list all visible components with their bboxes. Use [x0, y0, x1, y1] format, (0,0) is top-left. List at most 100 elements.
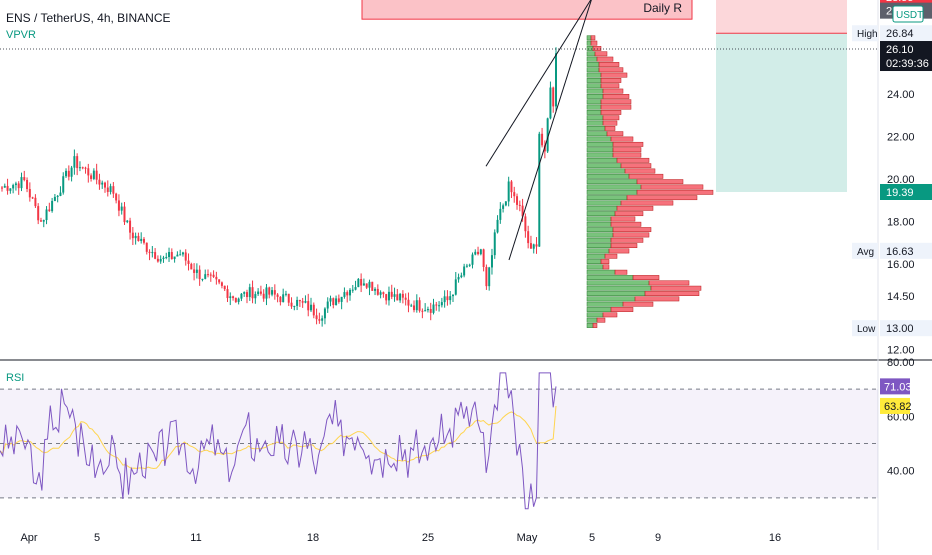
candle-body [396, 294, 399, 301]
candle-body [335, 298, 338, 305]
wedge-lower-line[interactable] [508, 0, 592, 261]
price-label-name-box [852, 242, 878, 259]
candle-body [424, 310, 427, 312]
rsi-tick-label: 80.00 [887, 357, 915, 369]
candle-body [39, 220, 42, 222]
vp-sell-bar [620, 200, 674, 206]
candle-body [477, 251, 480, 255]
candle-body [546, 118, 549, 152]
price-tick-label: 12.00 [887, 344, 915, 356]
candle-body [193, 269, 196, 273]
daily-resistance-zone[interactable] [361, 0, 693, 20]
target-zone[interactable] [716, 33, 847, 192]
price-label-value: 19.39 [886, 187, 914, 199]
candle-body [184, 252, 187, 261]
vp-buy-bar [586, 131, 608, 137]
candle-body [351, 289, 354, 291]
vp-sell-bar [600, 104, 632, 110]
vp-sell-bar [614, 211, 644, 217]
candle-body [432, 304, 435, 313]
candle-body [310, 304, 313, 311]
vp-sell-bar [620, 163, 652, 169]
candle-body [368, 281, 371, 288]
time-tick-label: 5 [94, 532, 100, 544]
vp-sell-bar [592, 323, 598, 328]
price-label-value: 2 [886, 6, 892, 18]
candle-body [1, 187, 3, 189]
candle-body [173, 256, 176, 260]
candle-body [516, 196, 519, 205]
candle-body [290, 302, 293, 307]
candle-body [257, 291, 260, 295]
candle-body [482, 249, 485, 267]
candle-body [440, 302, 443, 306]
vp-sell-bar [602, 120, 618, 126]
candle-body [70, 167, 73, 177]
vp-buy-bar [586, 195, 628, 201]
candle-body [123, 206, 126, 223]
candle-body [340, 296, 343, 302]
price-axis[interactable]: 12.00 13.00 14.50 16.00 18.00 20.00 22.00 24.00… [852, 0, 932, 478]
candle-body [259, 291, 262, 294]
candle-body [187, 260, 190, 264]
price-label-box [880, 0, 932, 5]
candle-body [529, 243, 532, 249]
candle-body [449, 296, 452, 301]
vp-sell-bar [600, 72, 628, 78]
wedge-upper-line[interactable] [485, 0, 592, 167]
candle-body [454, 279, 457, 295]
candle-body [156, 258, 159, 262]
candle-body [209, 274, 212, 276]
candle-body [410, 305, 413, 307]
rsi-value-box [880, 397, 910, 414]
drawings-layer[interactable]: Daily R [0, 0, 878, 261]
vp-sell-bar [598, 67, 624, 73]
rsi-value-label: 63.82 [884, 401, 912, 413]
time-tick-label: 11 [190, 532, 201, 544]
stop-zone[interactable] [716, 0, 847, 34]
vp-sell-bar [600, 83, 620, 89]
vp-buy-bar [586, 99, 602, 105]
vp-sell-bar [602, 88, 624, 94]
candle-body [485, 266, 488, 287]
candle-body [142, 238, 145, 243]
candle-body [465, 265, 468, 267]
vp-sell-bar [592, 46, 602, 51]
candle-body [376, 288, 379, 295]
vp-buy-bar [586, 94, 604, 99]
candle-body [460, 275, 463, 278]
candle-body [223, 285, 226, 290]
candle-body [496, 219, 499, 233]
vp-sell-bar [640, 184, 704, 190]
candle-body [385, 294, 388, 301]
candle-body [159, 258, 162, 262]
candle-body [488, 267, 491, 287]
vp-buy-bar [586, 317, 598, 323]
candle-body [126, 220, 129, 223]
vp-buy-bar [586, 72, 602, 78]
candle-body [201, 278, 204, 280]
currency-badge[interactable] [892, 5, 924, 23]
vp-buy-bar [586, 237, 612, 243]
candle-body [137, 235, 140, 241]
candle-body [413, 305, 416, 311]
candle-body [360, 278, 363, 286]
time-axis[interactable]: Apr 5 11 18 25 May 5 9 16 [20, 532, 781, 544]
candle-body [284, 293, 287, 295]
candle-body [354, 287, 357, 290]
candle-body [6, 185, 9, 191]
candle-body [298, 299, 301, 302]
candle-body [112, 186, 115, 194]
vp-buy-bar [586, 78, 602, 83]
candle-body [78, 167, 81, 169]
vp-buy-bar [586, 205, 618, 211]
vp-buy-bar [586, 189, 638, 195]
vpvr-label: VPVR [6, 29, 36, 41]
vp-sell-bar [612, 232, 650, 238]
time-tick-label: 5 [589, 532, 595, 544]
vp-buy-bar [586, 221, 612, 227]
candle-body [176, 254, 179, 257]
rsi-ma-line [0, 405, 557, 470]
vp-sell-bar [624, 168, 656, 174]
